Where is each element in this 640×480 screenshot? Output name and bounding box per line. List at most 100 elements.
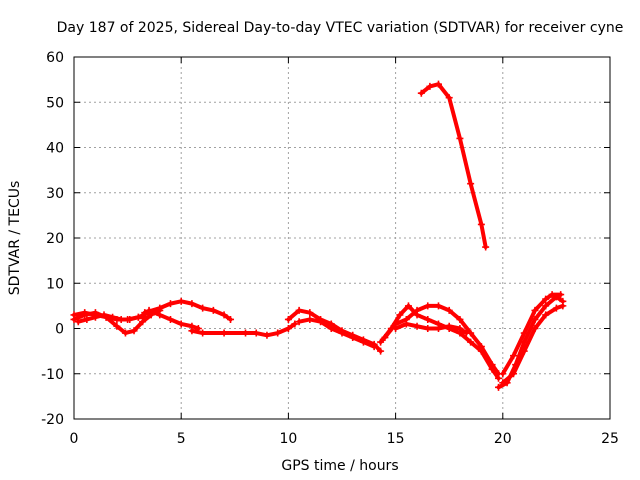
data-point <box>291 320 299 328</box>
data-point <box>548 291 556 299</box>
data-point <box>482 243 490 251</box>
y-tick-label: 40 <box>46 141 64 157</box>
data-point <box>377 347 385 355</box>
y-tick-label: 60 <box>46 50 64 66</box>
series-line <box>378 303 501 381</box>
y-tick-label: 30 <box>46 186 64 202</box>
series-track-e <box>145 306 202 332</box>
series-line <box>286 308 383 354</box>
data-point <box>456 134 464 142</box>
data-point <box>74 318 82 326</box>
y-tick-label: 20 <box>46 231 64 247</box>
data-point <box>284 315 292 323</box>
data-point <box>126 315 134 323</box>
data-point <box>426 82 434 90</box>
data-point <box>317 318 325 326</box>
x-tick-label: 25 <box>601 431 619 447</box>
series-track-m <box>499 291 565 378</box>
data-point <box>284 325 292 332</box>
data-point <box>477 343 485 351</box>
data-point <box>177 320 185 328</box>
series-line <box>76 308 162 324</box>
y-axis-title: SDTVAR / TECUs <box>7 181 23 296</box>
data-point <box>295 318 303 326</box>
data-point <box>338 329 346 337</box>
x-axis-title: GPS time / hours <box>281 458 398 474</box>
series-track-f <box>188 320 299 339</box>
data-point <box>552 304 560 312</box>
data-point <box>306 315 314 323</box>
data-point <box>156 311 164 319</box>
series-track-j <box>381 302 503 378</box>
data-point <box>199 329 207 337</box>
data-point <box>220 311 228 319</box>
x-tick-label: 5 <box>177 431 186 447</box>
data-point <box>520 329 528 337</box>
data-point <box>370 343 378 351</box>
data-point <box>467 180 475 188</box>
data-point <box>559 302 567 310</box>
data-point <box>227 315 235 323</box>
data-point <box>242 329 250 337</box>
series-track-b <box>70 309 155 337</box>
data-point <box>434 80 442 88</box>
data-point <box>477 220 485 228</box>
data-point <box>462 329 470 337</box>
data-point <box>456 315 464 323</box>
data-point <box>434 302 442 310</box>
data-point <box>188 327 196 335</box>
data-point <box>396 311 404 319</box>
series-line <box>382 303 501 376</box>
data-point <box>145 306 153 314</box>
data-point <box>199 304 207 312</box>
data-point <box>531 306 539 314</box>
data-point <box>531 325 539 332</box>
series-line <box>142 299 233 322</box>
y-tick-label: -10 <box>41 367 64 383</box>
y-tick-label: 50 <box>46 95 64 111</box>
data-point <box>495 383 503 391</box>
data-point <box>520 347 528 355</box>
data-point <box>424 325 432 332</box>
data-point <box>70 315 78 323</box>
data-point <box>327 325 335 332</box>
data-point <box>81 311 89 319</box>
data-point <box>381 334 389 342</box>
data-point <box>542 311 550 319</box>
data-point <box>100 311 108 319</box>
data-point <box>402 320 410 328</box>
data-point <box>349 334 357 342</box>
data-point <box>166 315 174 323</box>
data-point <box>359 338 367 346</box>
chart-title: Day 187 of 2025, Sidereal Day-to-day VTE… <box>57 20 624 36</box>
series-track-o <box>417 80 490 251</box>
data-point <box>424 315 432 323</box>
data-point <box>306 309 314 317</box>
series-track-d <box>141 297 235 323</box>
data-point <box>141 309 149 317</box>
data-point <box>209 306 217 314</box>
y-tick-label: 10 <box>46 276 64 292</box>
data-point <box>252 329 260 337</box>
data-point <box>274 329 282 337</box>
data-point <box>499 370 507 378</box>
data-point <box>510 352 518 360</box>
data-point <box>295 306 303 314</box>
data-layer <box>70 80 567 391</box>
data-point <box>134 313 142 321</box>
data-point <box>113 322 121 330</box>
data-point <box>166 300 174 308</box>
data-point <box>445 322 453 330</box>
data-point <box>121 329 129 337</box>
data-point <box>417 89 425 97</box>
x-tick-label: 20 <box>494 431 512 447</box>
data-point <box>434 325 442 332</box>
series-line <box>419 82 488 250</box>
series-track-n <box>499 302 567 387</box>
data-point <box>413 322 421 330</box>
data-point <box>542 295 550 303</box>
data-point <box>499 379 507 387</box>
data-point <box>177 297 185 305</box>
data-point <box>392 325 400 332</box>
data-point <box>510 370 518 378</box>
